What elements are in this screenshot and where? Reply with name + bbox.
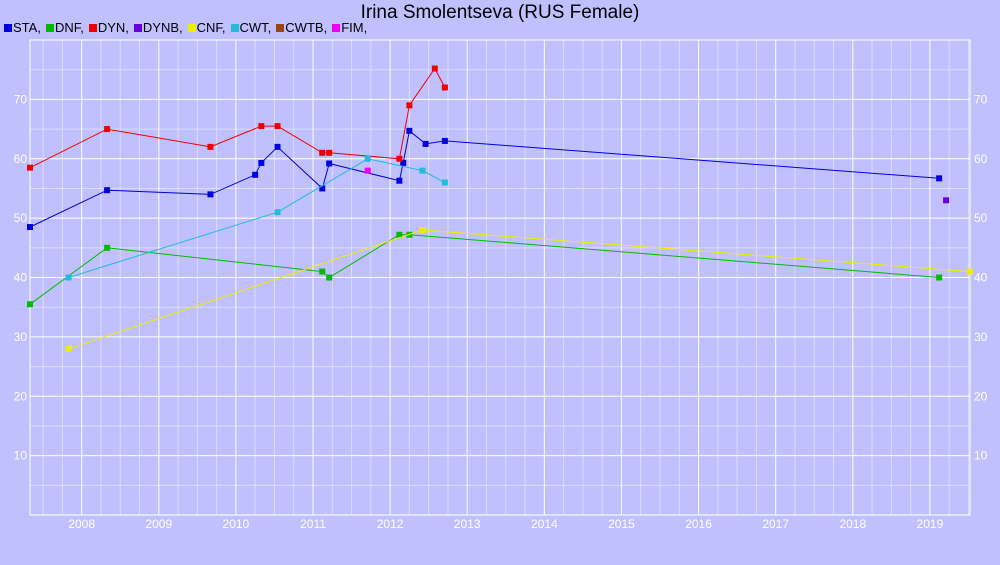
y-tick-label: 50 [14,211,28,225]
data-point-dyn [441,84,448,91]
legend-item: CWTB, [276,20,327,35]
y-tick-label: 60 [14,152,28,166]
data-point-dnf [936,274,943,281]
y-tick-label-right: 10 [974,449,988,463]
data-point-dnf [319,268,326,275]
y-tick-label: 40 [14,271,28,285]
series-line-sta [29,129,940,228]
data-point-cnf [65,345,72,352]
legend-item: FIM, [332,20,367,35]
data-point-dyn [319,149,326,156]
data-point-dnf [326,274,333,281]
data-point-sta [252,171,259,178]
x-tick-label: 2009 [145,517,172,531]
data-point-sta [400,159,407,166]
x-tick-label: 2017 [762,517,789,531]
x-tick-label: 2010 [223,517,250,531]
chart-title: Irina Smolentseva (RUS Female) [360,2,640,23]
legend-label: CWTB, [285,20,328,35]
legend-label: CNF, [196,20,226,35]
data-point-sta [274,143,281,150]
legend-swatch [133,23,142,32]
legend-item: DYNB, [133,20,183,35]
plot-frame [29,39,971,516]
x-tick-label: 2016 [685,517,712,531]
legend: STA, DNF, DYN, DYNB, CNF, CWT, CWTB, FIM, [4,20,372,35]
data-point-cwt [65,274,72,281]
legend-label: DNF, [54,20,84,35]
y-tick-label: 20 [14,389,28,403]
x-tick-label: 2018 [839,517,866,531]
legend-label: FIM, [341,20,368,35]
data-point-sta [207,191,214,198]
legend-item: CNF, [187,20,226,35]
series-line-dyn [29,67,446,169]
legend-item: STA, [4,20,41,35]
data-point-sta [396,177,403,184]
data-point-dyn [431,65,438,72]
data-point-cwt [274,209,281,216]
data-point-sta [936,175,943,182]
data-point-cnf [967,268,973,275]
y-tick-label-right: 20 [974,389,988,403]
data-point-dyn [258,123,265,130]
legend-item: DNF, [45,20,84,35]
legend-item: DYN, [88,20,129,35]
data-point-dyn [406,102,413,109]
legend-label: DYN, [97,20,129,35]
x-tick-label: 2015 [608,517,635,531]
legend-label: DYNB, [142,20,183,35]
data-point-sta [406,127,413,134]
legend-item: CWT, [230,20,272,35]
x-tick-label: 2019 [917,517,944,531]
x-tick-label: 2014 [531,517,558,531]
data-point-dyn [27,164,33,171]
data-point-cwt [364,155,371,162]
data-point-sta [27,224,33,231]
legend-swatch [45,23,54,32]
y-tick-label: 30 [14,330,28,344]
data-point-cwt [419,167,426,174]
data-point-dyn [326,149,333,156]
legend-label: STA, [13,20,41,35]
data-point-cwt [441,179,448,186]
data-point-sta [319,185,326,192]
y-tick-label: 10 [14,449,28,463]
data-point-sta [422,140,429,147]
data-point-dyn [207,143,214,150]
legend-swatch [88,23,97,32]
legend-swatch [276,23,285,32]
data-point-sta [441,137,448,144]
data-point-dyn [274,123,281,130]
data-point-sta [326,160,333,167]
data-point-sta [258,159,265,166]
legend-label: CWT, [239,20,272,35]
legend-swatch [187,23,196,32]
y-tick-label: 70 [14,92,28,106]
data-point-dnf [27,301,33,308]
legend-swatch [4,23,12,32]
data-point-cnf [419,227,426,233]
data-point-fim [364,167,371,174]
legend-swatch [332,23,341,32]
x-tick-label: 2013 [454,517,481,531]
x-tick-label: 2012 [377,517,404,531]
series-line-dnf [29,234,940,305]
x-tick-label: 2011 [300,517,326,531]
y-tick-label-right: 60 [974,152,988,166]
data-point-dnf [396,231,403,238]
y-tick-label-right: 30 [974,330,988,344]
data-point-dyn [396,155,403,162]
data-point-sta [104,187,111,194]
legend-swatch [230,23,239,32]
data-point-dynb [943,197,950,204]
data-point-dyn [104,126,111,133]
x-tick-label: 2008 [68,517,95,531]
y-tick-label-right: 70 [974,92,988,106]
y-tick-label-right: 40 [974,271,988,285]
data-point-dnf [104,244,111,251]
y-tick-label-right: 50 [974,211,988,225]
